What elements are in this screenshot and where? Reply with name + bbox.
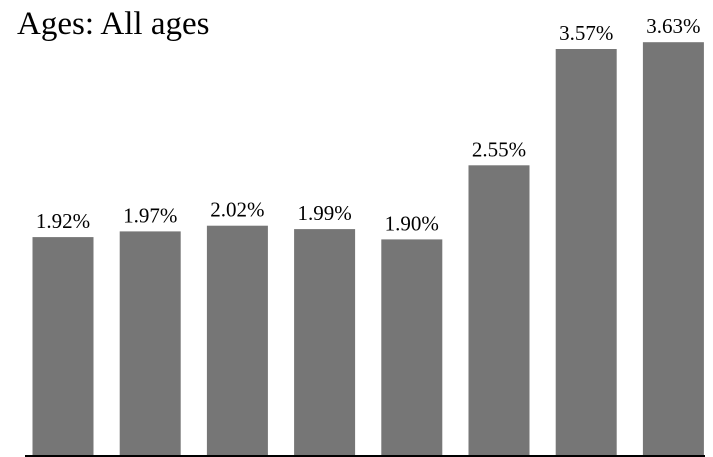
bar-value-label-8: 3.63% — [646, 14, 700, 38]
bar-4 — [294, 229, 356, 456]
bar-5 — [381, 239, 443, 456]
bar-value-label-4: 1.99% — [297, 201, 351, 225]
bar-8 — [642, 42, 704, 456]
bar-labels-group: 1.92% 1.97% 2.02% 1.99% 1.90% 2.55% 3.57% 3.63% — [36, 14, 701, 235]
bar-value-label-3: 2.02% — [210, 198, 264, 222]
bar-value-label-2: 1.97% — [123, 203, 177, 227]
bar-6 — [468, 165, 530, 457]
bar-value-label-6: 2.55% — [472, 137, 526, 161]
bar-value-label-5: 1.90% — [385, 211, 439, 235]
bar-2 — [119, 231, 181, 456]
bar-1 — [32, 237, 94, 456]
bar-value-label-1: 1.92% — [36, 209, 90, 233]
chart-title: Ages: All ages — [17, 6, 209, 42]
bar-value-label-7: 3.57% — [559, 21, 613, 45]
bar-3 — [206, 225, 268, 456]
bar-7 — [555, 49, 617, 456]
bars-group — [32, 42, 704, 457]
